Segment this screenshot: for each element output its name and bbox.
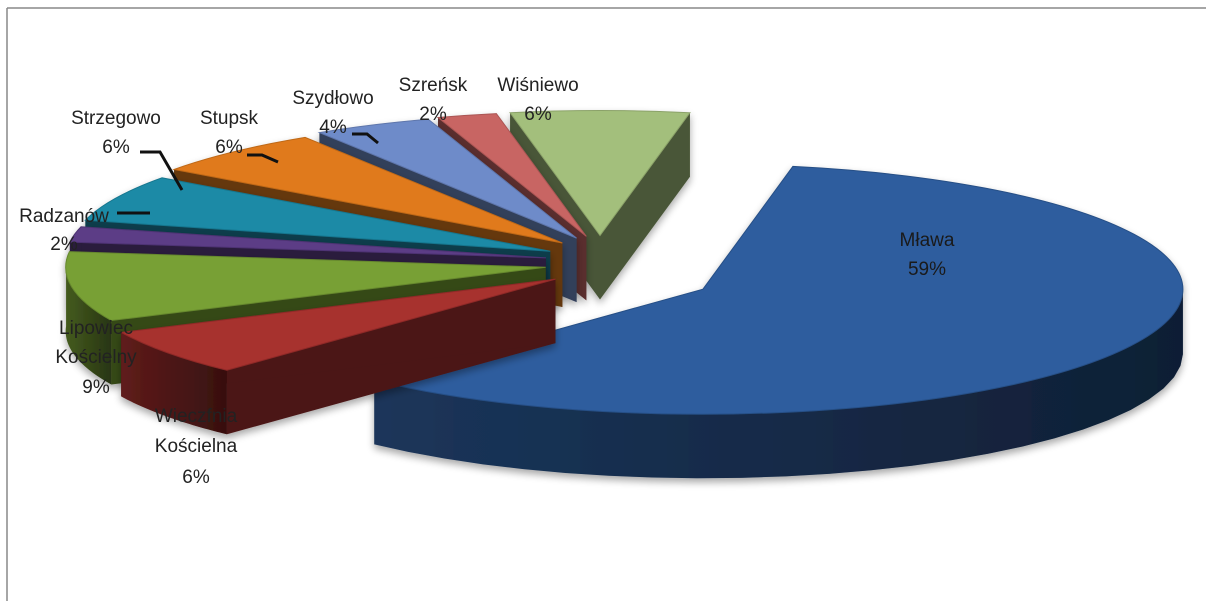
label-wieczfnia-line2: Kościelna	[155, 436, 238, 457]
pie-slice-m-awa	[372, 165, 1184, 479]
label-szydlowo-pct: 4%	[319, 117, 347, 138]
label-szrensk-name: Szreńsk	[399, 75, 468, 96]
label-wieczfnia-pct: 6%	[182, 467, 210, 488]
data-labels: Mława 59% Wieczfnia Kościelna 6% Lipowie…	[19, 75, 955, 488]
leader-lines	[117, 132, 379, 215]
label-lipowiec-line1: Lipowiec	[59, 318, 133, 339]
leader-line-szydlowo	[352, 132, 379, 145]
label-wisniewo-pct: 6%	[524, 104, 552, 125]
label-lipowiec-pct: 9%	[82, 377, 110, 398]
label-radzanow-name: Radzanów	[19, 206, 109, 227]
label-wisniewo-name: Wiśniewo	[497, 75, 578, 96]
pie-slices	[65, 109, 1184, 479]
label-strzegowo-pct: 6%	[102, 137, 130, 158]
label-strzegowo-name: Strzegowo	[71, 108, 161, 129]
label-stupsk-pct: 6%	[215, 137, 243, 158]
label-radzanow-pct: 2%	[50, 234, 78, 255]
label-mlawa-name: Mława	[900, 230, 955, 251]
pie-slice-wieczfnia-ko-cielna	[119, 278, 556, 435]
label-lipowiec-line2: Kościelny	[55, 347, 137, 368]
label-mlawa-pct: 59%	[908, 259, 946, 280]
label-szrensk-pct: 2%	[419, 104, 447, 125]
label-szydlowo-name: Szydłowo	[292, 88, 373, 109]
leader-line-strzegowo	[140, 150, 184, 191]
label-wieczfnia-line1: Wieczfnia	[155, 406, 238, 427]
label-stupsk-name: Stupsk	[200, 108, 259, 129]
leader-line-stupsk	[247, 153, 279, 164]
